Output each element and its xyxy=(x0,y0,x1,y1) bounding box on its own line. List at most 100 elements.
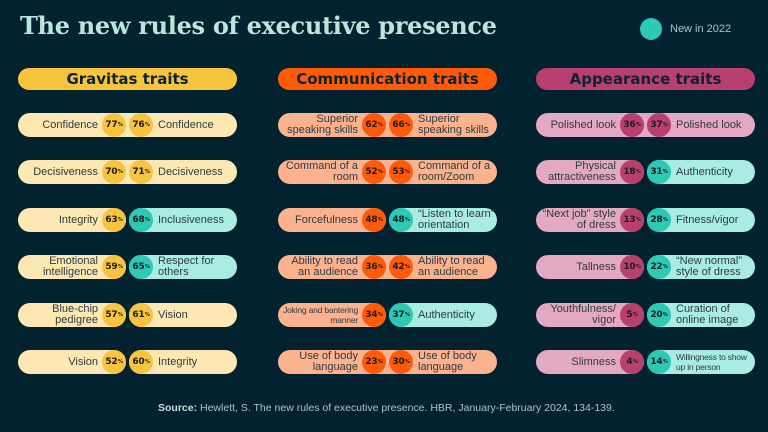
percent-badge: 36% xyxy=(362,255,386,279)
trait-row: Tallness 10% 22% “New normal” style of dres… xyxy=(536,255,755,279)
new-2022-trait-pill: 31% Authenticity xyxy=(647,160,755,184)
new-2022-trait-pill: 14% Willingness to show up in person xyxy=(647,350,755,374)
current-trait-pill: 66% Superior speaking skills xyxy=(389,113,497,137)
joined-pill-background xyxy=(278,160,497,184)
trait-label: “Next job” style of dress xyxy=(542,208,616,231)
percent-value: 22 xyxy=(650,262,663,272)
percent-value: 30 xyxy=(392,357,405,367)
new-2022-trait-pill: 65% Respect for others xyxy=(129,255,237,279)
trait-row: Use of body language 23% 30% Use of body la… xyxy=(278,350,497,374)
joined-pill-background xyxy=(18,113,237,137)
trait-row: Decisiveness 70% 71% Decisiveness xyxy=(18,160,237,184)
percent-badge: 52% xyxy=(102,350,126,374)
trait-row: Forcefulness 48% 48% “Listen to learn” orie… xyxy=(278,208,497,232)
trait-row: Youthfulness/ vigor 5% 20% Curation of onli… xyxy=(536,303,755,327)
new-2022-trait-pill: 68% Inclusiveness xyxy=(129,208,237,232)
trait-label: Curation of online image xyxy=(676,303,739,326)
percent-value: 48 xyxy=(392,215,405,225)
percent-badge: 77% xyxy=(102,113,126,137)
percent-value: 63 xyxy=(105,215,118,225)
trait-row: Command of a room 52% 53% Command of a room… xyxy=(278,160,497,184)
percent-value: 5 xyxy=(626,310,633,320)
percent-badge: 63% xyxy=(102,208,126,232)
trait-label: Decisiveness xyxy=(158,165,223,178)
legend-label: New in 2022 xyxy=(670,23,732,35)
earlier-trait-pill: Use of body language 23% xyxy=(278,350,386,374)
trait-label: Vision xyxy=(68,355,98,368)
trait-label: Use of body language xyxy=(299,350,358,373)
trait-row: Polished look 36% 37% Polished look xyxy=(536,113,755,137)
trait-row: Superior speaking skills 62% 66% Superior s… xyxy=(278,113,497,137)
earlier-trait-pill: Emotional intelligence 59% xyxy=(18,255,126,279)
percent-value: 70 xyxy=(105,167,118,177)
earlier-trait-pill: Physical attractiveness 18% xyxy=(536,160,644,184)
legend: New in 2022 xyxy=(640,18,731,40)
percent-value: 62 xyxy=(365,120,378,130)
percent-badge: 34% xyxy=(362,303,386,327)
percent-value: 71 xyxy=(132,167,145,177)
earlier-trait-pill: Tallness 10% xyxy=(536,255,644,279)
percent-value: 37 xyxy=(650,120,663,130)
percent-value: 31 xyxy=(650,167,663,177)
source-text: Hewlett, S. The new rules of executive p… xyxy=(197,402,615,414)
percent-badge: 76% xyxy=(129,113,153,137)
percent-badge: 4% xyxy=(620,350,644,374)
percent-value: 77 xyxy=(105,120,118,130)
new-2022-trait-pill: 20% Curation of online image xyxy=(647,303,755,327)
percent-badge: 42% xyxy=(389,255,413,279)
current-trait-pill: 42% Ability to read an audience xyxy=(389,255,497,279)
trait-label: Forcefulness xyxy=(295,213,358,226)
percent-badge: 52% xyxy=(362,160,386,184)
percent-value: 53 xyxy=(392,167,405,177)
percent-badge: 60% xyxy=(129,350,153,374)
current-trait-pill: 61% Vision xyxy=(129,303,237,327)
trait-label: Inclusiveness xyxy=(158,213,225,226)
percent-badge: 22% xyxy=(647,255,671,279)
percent-value: 37 xyxy=(392,310,405,320)
percent-badge: 13% xyxy=(620,208,644,232)
percent-badge: 14% xyxy=(647,350,671,374)
trait-label: Respect for others xyxy=(158,255,215,278)
current-trait-pill: 37% Polished look xyxy=(647,113,755,137)
trait-row: Joking and bantering manner 34% 37% Authent… xyxy=(278,303,497,327)
percent-badge: 48% xyxy=(389,208,413,232)
page-title: The new rules of executive presence xyxy=(20,11,497,40)
trait-label: Fitness/vigor xyxy=(676,213,739,226)
earlier-trait-pill: Ability to read an audience 36% xyxy=(278,255,386,279)
percent-value: 48 xyxy=(365,215,378,225)
earlier-trait-pill: Command of a room 52% xyxy=(278,160,386,184)
trait-label: Joking and bantering manner xyxy=(283,305,358,325)
appearance-header: Appearance traits xyxy=(536,68,755,90)
trait-label: Slimness xyxy=(571,355,616,368)
trait-label: “New normal” style of dress xyxy=(676,255,743,278)
trait-label: Superior speaking skills xyxy=(418,113,489,136)
joined-pill-background xyxy=(278,350,497,374)
new-in-2022-legend-dot-icon xyxy=(640,18,662,40)
percent-value: 76 xyxy=(132,120,145,130)
trait-row: Ability to read an audience 36% 42% Ability… xyxy=(278,255,497,279)
percent-badge: 18% xyxy=(620,160,644,184)
percent-value: 20 xyxy=(650,310,663,320)
percent-badge: 71% xyxy=(129,160,153,184)
trait-row: Integrity 63% 68% Inclusiveness xyxy=(18,208,237,232)
current-trait-pill: 60% Integrity xyxy=(129,350,237,374)
percent-badge: 70% xyxy=(102,160,126,184)
trait-label: Confidence xyxy=(158,118,214,131)
trait-label: Use of body language xyxy=(418,350,477,373)
trait-label: Polished look xyxy=(676,118,742,131)
trait-label: Decisiveness xyxy=(33,165,98,178)
percent-badge: 20% xyxy=(647,303,671,327)
percent-badge: 36% xyxy=(620,113,644,137)
trait-row: Emotional intelligence 59% 65% Respect for … xyxy=(18,255,237,279)
trait-label: “Listen to learn” orientation xyxy=(418,208,495,231)
percent-badge: 65% xyxy=(129,255,153,279)
trait-row: Vision 52% 60% Integrity xyxy=(18,350,237,374)
trait-row: “Next job” style of dress 13% 28% Fitness/v… xyxy=(536,208,755,232)
trait-row: Physical attractiveness 18% 31% Authenticit… xyxy=(536,160,755,184)
trait-label: Command of a room/Zoom xyxy=(418,160,491,183)
earlier-trait-pill: Confidence 77% xyxy=(18,113,126,137)
earlier-trait-pill: Slimness 4% xyxy=(536,350,644,374)
percent-value: 60 xyxy=(132,357,145,367)
trait-label: Emotional intelligence xyxy=(42,255,98,278)
current-trait-pill: 30% Use of body language xyxy=(389,350,497,374)
